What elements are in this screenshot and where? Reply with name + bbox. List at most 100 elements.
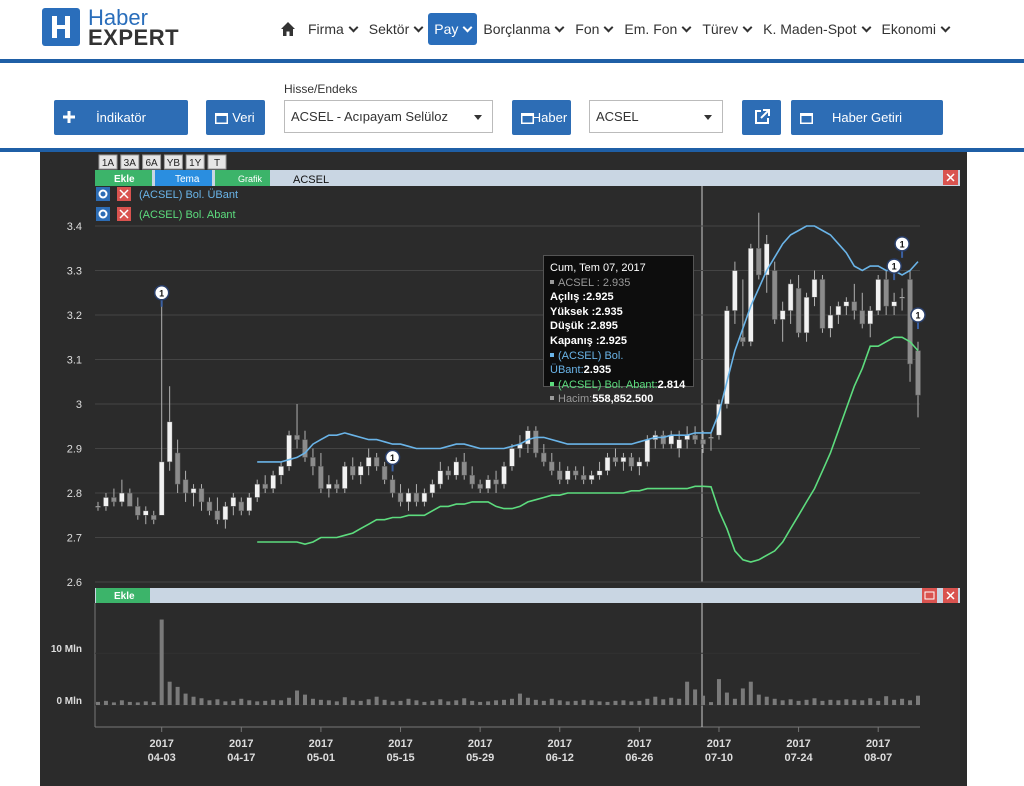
theme-button[interactable] <box>155 170 212 186</box>
nav-item[interactable]: Sektör <box>363 13 428 45</box>
volume-bar <box>183 693 188 705</box>
news-button[interactable]: Haber <box>512 100 571 135</box>
volume-bar <box>271 699 276 705</box>
range-button[interactable] <box>142 154 162 170</box>
candle-body <box>174 452 181 485</box>
volume-bar <box>478 701 483 705</box>
data-button[interactable]: Veri <box>206 100 265 135</box>
volume-bar <box>486 701 491 705</box>
news-select[interactable]: ACSEL <box>589 100 723 133</box>
divider <box>0 59 1024 63</box>
volume-bar <box>382 699 387 705</box>
flag[interactable] <box>894 236 910 252</box>
logo-text[interactable]: EXPERT <box>88 25 180 50</box>
candle-body <box>509 448 515 467</box>
button-label: Grafik <box>238 174 263 184</box>
range-button[interactable] <box>120 154 140 170</box>
flag[interactable] <box>886 258 902 274</box>
add-button[interactable] <box>96 588 150 603</box>
volume-bar <box>828 699 833 705</box>
open-button[interactable] <box>742 100 781 135</box>
calendar-icon <box>800 113 813 124</box>
volume-bar <box>326 700 331 705</box>
close-icon <box>946 173 955 182</box>
news-fetch-button[interactable]: Haber Getiri <box>791 100 943 135</box>
volume-bar <box>589 700 594 705</box>
candle-body <box>278 466 284 476</box>
logo-icon[interactable] <box>42 8 80 46</box>
x-tick-label: 2017 <box>548 738 572 750</box>
range-label: 6A <box>145 158 158 169</box>
nav-item[interactable]: Türev <box>696 13 757 45</box>
volume-bar <box>820 700 825 705</box>
flag-label: 1 <box>892 262 897 272</box>
volume-bar <box>916 695 920 705</box>
nav-item[interactable]: Firma <box>302 13 363 45</box>
range-button[interactable] <box>207 154 227 170</box>
range-button[interactable] <box>163 154 183 170</box>
y-tick-label: 2.7 <box>67 533 82 545</box>
volume-bar <box>677 698 682 705</box>
tooltip-row: Kapanış :2.925 <box>550 334 687 349</box>
volume-bar <box>740 688 745 705</box>
nav-item[interactable]: Em. Fon <box>618 13 696 45</box>
settings-button[interactable] <box>96 187 110 201</box>
volume-bar <box>732 698 737 705</box>
resize-button[interactable] <box>922 588 937 603</box>
candle-body <box>135 506 141 516</box>
volume-bar <box>788 699 793 705</box>
nav-item[interactable]: K. Maden-Spot <box>757 13 875 45</box>
volume-bar <box>764 696 769 705</box>
candle-body <box>763 243 770 276</box>
candle-body <box>501 466 507 485</box>
candle-body <box>334 483 340 489</box>
settings-icon <box>98 189 108 199</box>
nav-item[interactable]: Fon <box>569 13 618 45</box>
button-label: Tema <box>175 174 200 185</box>
volume-bar <box>724 692 729 705</box>
chart-button[interactable] <box>215 170 270 186</box>
flag[interactable] <box>153 285 170 301</box>
nav-item[interactable]: Borçlanma <box>477 13 569 45</box>
indicator-button[interactable]: İndikatör <box>54 100 188 135</box>
candle-body <box>270 474 276 489</box>
x-tick-label: 06-26 <box>625 752 653 764</box>
settings-button[interactable] <box>96 207 110 221</box>
volume-bar <box>709 702 714 705</box>
candle-body <box>373 457 380 467</box>
volume-bar <box>573 700 578 705</box>
range-button[interactable] <box>185 154 205 170</box>
volume-bar <box>454 700 459 705</box>
x-tick-label: 2017 <box>866 738 890 750</box>
volume-bar <box>470 700 475 705</box>
range-button[interactable] <box>98 154 118 170</box>
candle-body <box>811 279 818 298</box>
symbol-select[interactable]: ACSEL - Acıpayam Selüloz <box>284 100 493 133</box>
candle-body <box>469 474 475 485</box>
volume-bar <box>868 698 873 705</box>
candle-body <box>899 296 905 299</box>
candle-body <box>676 439 682 449</box>
volume-bar <box>111 702 116 705</box>
volume-bar <box>756 694 761 705</box>
button-label: Haber <box>531 110 568 125</box>
candle-body <box>294 434 300 440</box>
volume-bar <box>509 698 514 705</box>
candle-body <box>867 310 873 325</box>
flag[interactable] <box>384 449 401 466</box>
nav-item[interactable]: Ekonomi <box>876 13 955 45</box>
candle-body <box>246 497 253 512</box>
volume-bar <box>533 699 538 705</box>
nav-item[interactable]: Pay <box>428 13 478 45</box>
home-icon[interactable] <box>280 21 296 37</box>
logo-text[interactable]: Haber <box>88 5 148 30</box>
candle-body <box>564 470 571 480</box>
volume-bar <box>669 697 674 705</box>
add-button[interactable] <box>95 170 152 186</box>
candle-body <box>238 501 245 512</box>
candle-body <box>206 501 213 512</box>
x-tick-label: 2017 <box>149 738 173 750</box>
candle-body <box>262 483 268 489</box>
flag[interactable] <box>910 307 926 323</box>
volume-bar <box>239 698 244 705</box>
